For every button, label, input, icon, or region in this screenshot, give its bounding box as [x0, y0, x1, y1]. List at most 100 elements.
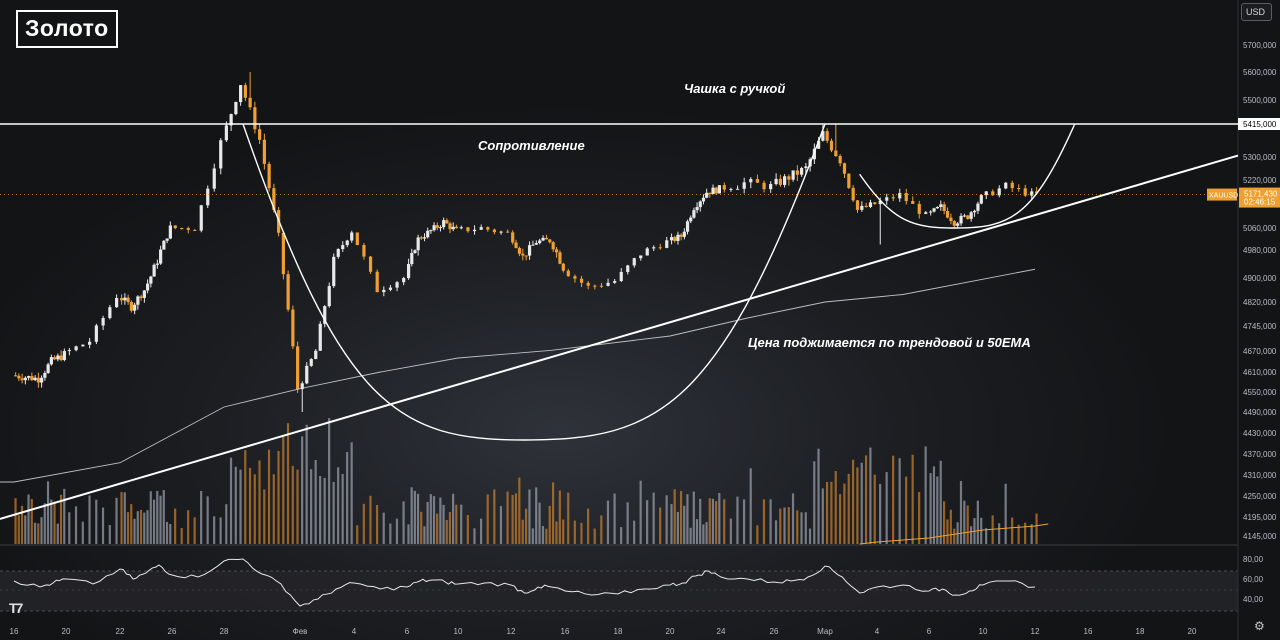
date-tick-label: 28 [220, 627, 229, 636]
handle-curve [859, 123, 1076, 229]
candle-body [27, 376, 31, 378]
volume-bar [143, 512, 146, 544]
candle-body [323, 306, 327, 324]
volume-bar [639, 480, 642, 544]
volume-bar [985, 528, 988, 544]
volume-bar [416, 493, 420, 544]
candle-body [521, 253, 525, 256]
candle-body [382, 289, 386, 293]
candle-body [20, 378, 24, 381]
volume-bar [769, 499, 772, 544]
volume-bar [808, 528, 812, 544]
candle-body [821, 131, 825, 141]
candle-body [375, 271, 379, 293]
candle-body [286, 274, 290, 310]
candle-body [800, 168, 804, 175]
date-tick-label: 10 [979, 627, 988, 636]
price-tick-label: 4610,000 [1243, 368, 1277, 377]
volume-bar [291, 465, 294, 544]
volume-bar [932, 466, 936, 544]
candle-body [281, 232, 285, 275]
candle-body [30, 376, 34, 381]
rsi-line [13, 558, 1036, 607]
tradingview-logo-icon[interactable]: T7 [9, 600, 23, 616]
candle-body [136, 296, 140, 305]
volume-bar [545, 528, 548, 544]
candle-body [253, 107, 257, 130]
volume-bar [683, 505, 686, 544]
volume-bar [783, 507, 786, 544]
volume-bar [133, 518, 136, 544]
date-tick-label: 20 [62, 627, 71, 636]
price-tick-label: 5060,000 [1243, 224, 1277, 233]
volume-bar [115, 497, 118, 544]
volume-bar [499, 506, 503, 544]
volume-bar [310, 469, 313, 544]
candle-body [40, 377, 44, 383]
candle-body [59, 355, 63, 361]
candle-body [243, 85, 247, 98]
date-tick-label: 16 [561, 627, 570, 636]
volume-bar [729, 518, 732, 544]
volume-bar [817, 448, 820, 544]
candle-body [705, 192, 709, 198]
price-tick-label: 4550,000 [1243, 388, 1277, 397]
candle-body [94, 325, 98, 342]
candle-body [825, 131, 829, 141]
volume-bar [521, 519, 524, 544]
volume-bar [555, 521, 558, 544]
volume-bar [152, 499, 156, 544]
candle-body [838, 156, 842, 164]
volume-bar [762, 499, 766, 544]
volume-bar [180, 528, 183, 544]
volume-bar [742, 499, 746, 544]
settings-gear-icon[interactable]: ⚙ [1254, 619, 1265, 633]
volume-bar [679, 490, 683, 544]
volume-bar [620, 527, 623, 544]
volume-bar [81, 521, 84, 544]
candle-body [296, 346, 300, 390]
candle-body [1004, 182, 1008, 189]
candle-body [17, 375, 21, 379]
volume-bar [791, 493, 795, 544]
volume-bar [905, 476, 908, 544]
volume-bar [929, 473, 932, 544]
volume-bar [14, 498, 17, 544]
volume-bar [33, 522, 37, 544]
date-tick-label: 16 [1084, 627, 1093, 636]
volume-bar [346, 452, 349, 544]
candle-body [451, 226, 455, 230]
volume-bar [88, 495, 91, 544]
candle-body [972, 210, 977, 213]
volume-bar [165, 521, 169, 544]
candle-body [410, 253, 414, 265]
candle-body [701, 197, 706, 202]
volume-bar [949, 509, 952, 544]
candle-body [517, 247, 522, 254]
candle-body [561, 263, 565, 271]
volume-bar [573, 520, 576, 544]
volume-bar [1024, 522, 1027, 544]
candle-body [206, 188, 210, 206]
candle-body [448, 223, 452, 230]
candle-body [959, 215, 963, 224]
candle-body [829, 140, 834, 151]
volume-bar [976, 500, 979, 544]
date-tick-label: Фев [293, 627, 308, 636]
volume-bar [432, 496, 436, 544]
date-tick-label: 26 [770, 627, 779, 636]
candle-body [778, 178, 782, 185]
volume-average-line [859, 523, 1049, 545]
candle-body [327, 286, 331, 307]
candle-body [514, 242, 518, 248]
currency-selector-button[interactable]: USD [1240, 3, 1272, 21]
countdown-text: 02:46:15 [1244, 198, 1276, 207]
volume-bar [159, 495, 162, 544]
price-tick-label: 5600,000 [1243, 68, 1277, 77]
volume-bar [834, 471, 837, 544]
candle-body [219, 140, 223, 169]
price-tick-label: 4820,000 [1243, 298, 1277, 307]
annotation-squeeze: Цена поджимается по трендовой и 50EMA [748, 335, 1031, 350]
symbol-tag [1207, 188, 1237, 201]
